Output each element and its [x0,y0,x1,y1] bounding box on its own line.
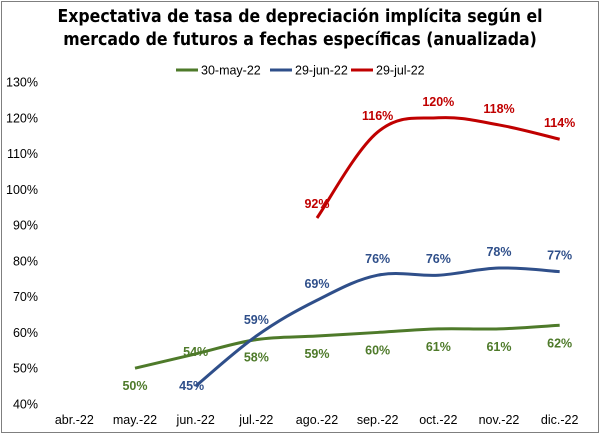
data-label: 92% [304,197,329,211]
legend: 30-may-22 29-jun-22 29-jul-22 [176,64,425,78]
data-label: 60% [365,343,390,357]
data-label: 54% [183,345,208,359]
x-axis-tick-labels: abr.-22 may.-22 jun.-22 jul.-22 ago.-22 sep.-… [55,413,579,427]
chart-title-line-1: Expectativa de tasa de depreciación impl… [57,7,543,27]
y-tick-label: 50% [13,362,38,376]
data-label: 76% [426,252,451,266]
data-label: 114% [544,116,575,130]
data-label: 50% [122,379,147,393]
series-line-29-jul-22 [315,116,561,219]
data-label: 116% [362,109,393,123]
data-label: 76% [365,252,390,266]
legend-label: 29-jun-22 [295,64,348,78]
series-lines [134,116,561,388]
series-line-29-jun-22 [194,266,560,388]
y-axis-tick-labels: 40% 50% 60% 70% 80% 90% 100% 110% 120% 130% [6,76,38,412]
data-label: 59% [304,347,329,361]
y-tick-label: 40% [13,398,38,412]
y-tick-label: 70% [13,290,38,304]
x-tick-label: jun.-22 [176,413,215,427]
data-label: 62% [547,336,572,350]
chart-title: Expectativa de tasa de depreciación impl… [30,6,570,52]
y-tick-label: 110% [7,147,38,161]
data-label: 69% [304,277,329,291]
x-tick-label: may.-22 [113,413,157,427]
x-tick-label: jul.-22 [238,413,273,427]
data-label: 78% [486,245,511,259]
x-tick-label: sep.-22 [357,413,399,427]
data-labels: 50% 54% 58% 59% 60% 61% 61% 62% 45% 59% 69% 76% 76% 7… [122,95,575,393]
data-label: 61% [426,340,451,354]
data-label: 45% [179,379,204,393]
x-tick-label: abr.-22 [55,413,94,427]
legend-label: 29-jul-22 [376,64,425,78]
x-tick-label: nov.-22 [479,413,520,427]
data-label: 61% [486,340,511,354]
y-tick-label: 90% [13,219,38,233]
data-label: 120% [422,95,454,109]
x-tick-label: oct.-22 [419,413,457,427]
x-tick-label: dic.-22 [541,413,579,427]
legend-label: 30-may-22 [201,64,261,78]
chart-title-line-2: mercado de futuros a fechas específicas … [63,30,537,50]
y-tick-label: 120% [6,111,38,125]
data-label: 118% [483,102,514,116]
y-tick-label: 130% [6,76,38,90]
data-label: 59% [244,313,269,327]
x-tick-label: ago.-22 [296,413,338,427]
series-line-30-may-22 [134,323,560,370]
data-label: 58% [244,351,269,365]
y-tick-label: 60% [13,326,38,340]
data-label: 77% [547,249,572,263]
y-tick-label: 100% [6,183,38,197]
y-tick-label: 80% [13,254,38,268]
